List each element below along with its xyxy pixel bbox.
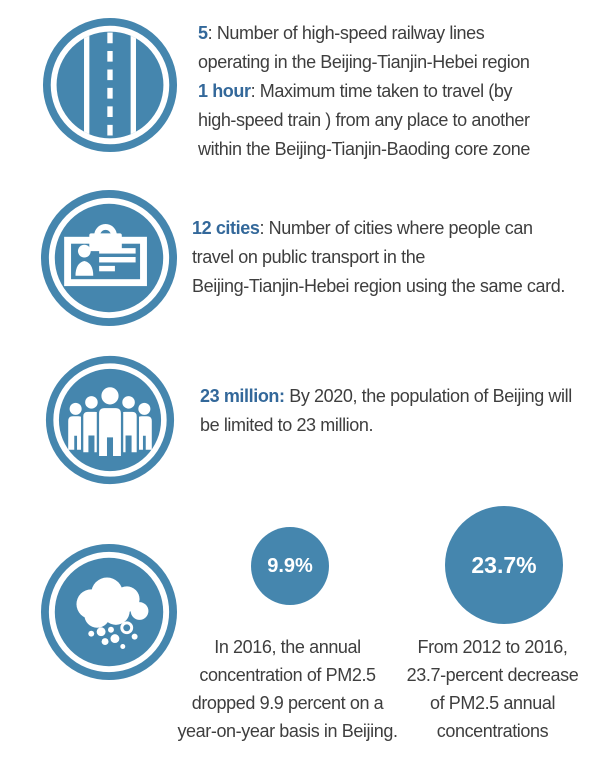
caption-line: dropped 9.9 percent on a <box>191 693 384 713</box>
road-icon <box>42 17 178 153</box>
stat-text-line: 1 hour: Maximum time taken to travel (by <box>198 77 530 106</box>
stat-value: 1 hour <box>198 81 251 101</box>
smog-cloud-icon <box>40 543 178 681</box>
stat-text-line: travel on public transport in the <box>192 247 425 267</box>
stat-text-line: 23 million: By 2020, the population of B… <box>200 382 572 411</box>
stat-text: By 2020, the population of Beijing will <box>284 386 572 406</box>
bubble-value: 23.7% <box>471 551 537 578</box>
travel-card-icon <box>40 189 178 327</box>
bubble-value: 9.9% <box>267 554 313 577</box>
stat-text-line: Beijing-Tianjin-Hebei region using the s… <box>192 276 565 296</box>
railway-stats-text: 5: Number of high-speed railway lines op… <box>198 19 530 164</box>
caption-line: of PM2.5 annual <box>429 693 556 713</box>
caption-line: concentration of PM2.5 <box>199 665 376 685</box>
pm25-drop-2012-2016-caption: From 2012 to 2016, 23.7-percent decrease… <box>370 633 600 745</box>
caption-line: concentrations <box>436 721 549 741</box>
travel-card-stats-text: 12 cities: Number of cities where people… <box>192 214 565 301</box>
stat-text: : Maximum time taken to travel (by <box>250 81 513 101</box>
pm25-drop-2016-bubble: 9.9% <box>251 527 329 605</box>
stat-text-line: operating in the Beijing-Tianjin-Hebei r… <box>198 52 530 72</box>
caption-line: In 2016, the annual <box>214 637 361 657</box>
stat-text-line: within the Beijing-Tianjin-Baoding core … <box>198 139 530 159</box>
stat-text: : Number of high-speed railway lines <box>207 23 485 43</box>
stat-text-line: 12 cities: Number of cities where people… <box>192 214 565 243</box>
stat-value: 23 million: <box>200 386 285 406</box>
pm25-drop-2016-caption: In 2016, the annual concentration of PM2… <box>165 633 410 745</box>
stat-text: : Number of cities where people can <box>259 218 533 238</box>
population-stats-text: 23 million: By 2020, the population of B… <box>200 382 572 440</box>
stat-value: 12 cities <box>192 218 260 238</box>
stat-value: 5 <box>198 23 208 43</box>
stat-text-line: high-speed train ) from any place to ano… <box>198 110 530 130</box>
caption-line: 23.7-percent decrease <box>406 665 579 685</box>
stat-text-line: 5: Number of high-speed railway lines <box>198 19 530 48</box>
caption-line: year-on-year basis in Beijing. <box>177 721 398 741</box>
caption-line: From 2012 to 2016, <box>417 637 568 657</box>
pm25-drop-2012-2016-bubble: 23.7% <box>445 506 563 624</box>
stat-text-line: be limited to 23 million. <box>200 415 374 435</box>
people-icon <box>45 355 175 485</box>
